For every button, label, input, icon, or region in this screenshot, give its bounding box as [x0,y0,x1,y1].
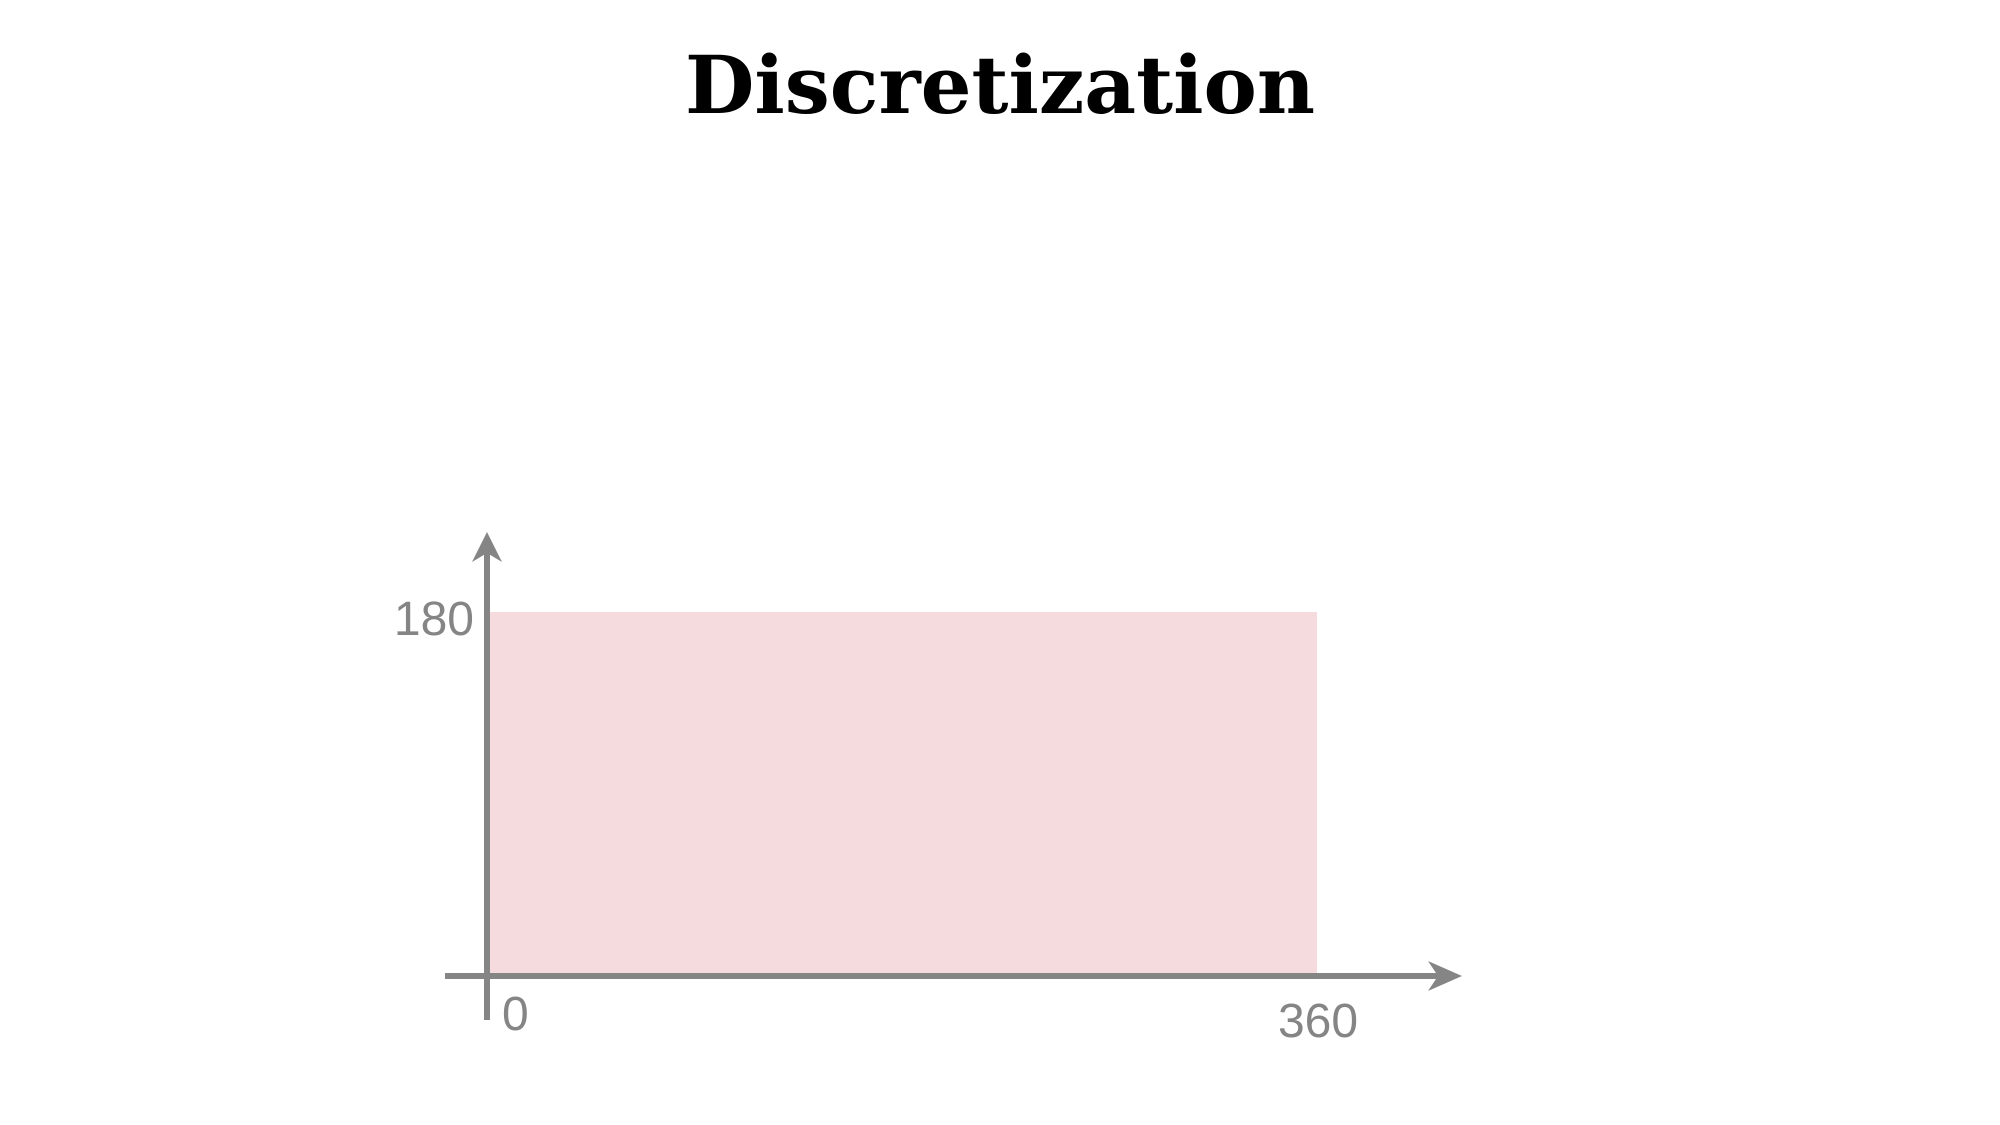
domain-region [487,612,1317,976]
x-axis-min-label: 0 [502,988,529,1041]
x-axis-arrowhead [1428,961,1462,991]
x-axis-max-label: 360 [1278,995,1358,1048]
y-axis-arrowhead [472,532,502,562]
slide-title: Discretization [684,38,1316,132]
y-axis-max-label: 180 [394,593,474,646]
